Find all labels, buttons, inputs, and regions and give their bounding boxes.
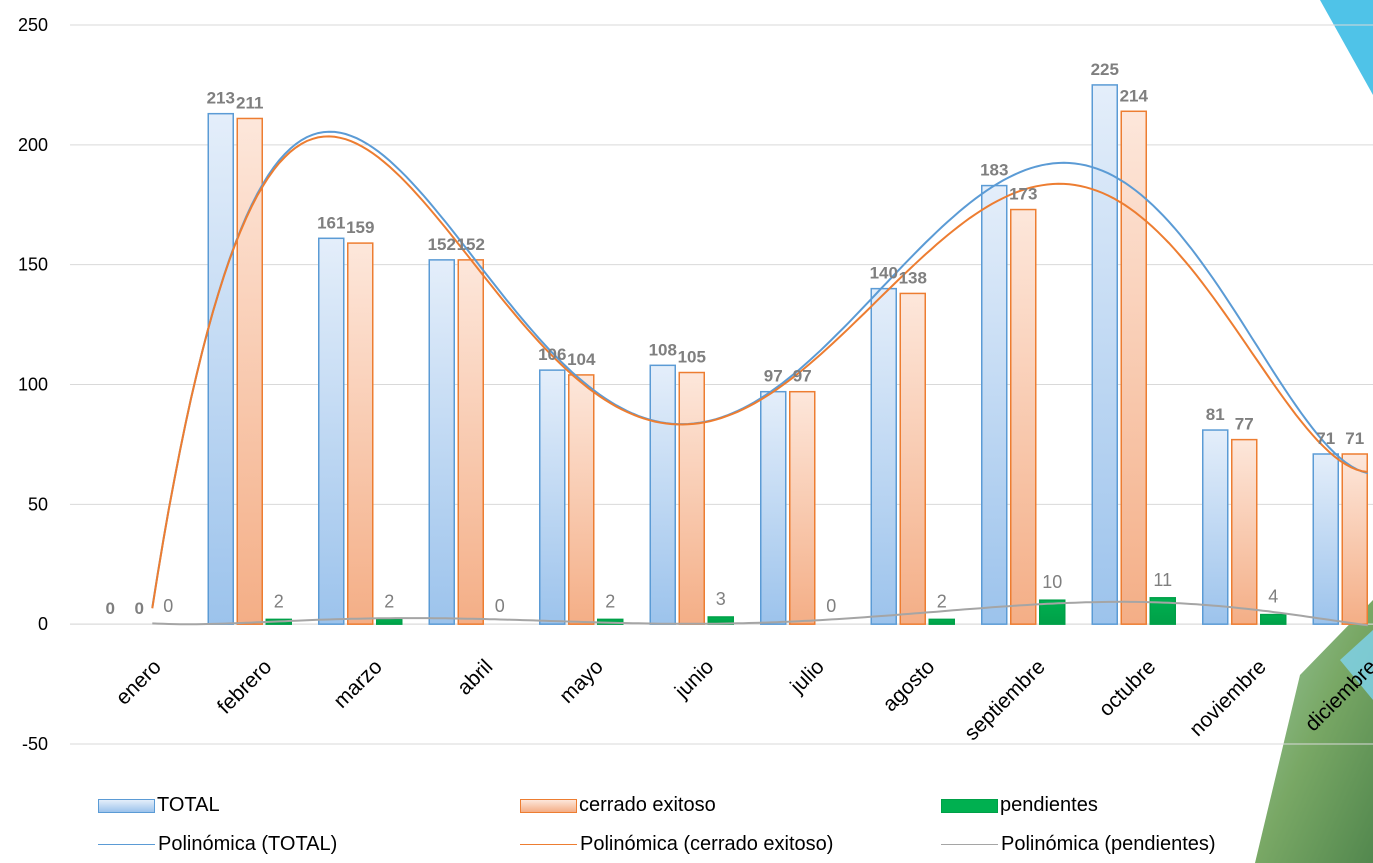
bar-total [207, 112, 234, 625]
data-label-cerrado-exitoso: 97 [793, 367, 812, 386]
y-tick-label: -50 [22, 734, 48, 754]
x-axis-ticks: enero febrero marzo abril mayo junio julio agos… [112, 655, 1373, 745]
bar-cerrado-exitoso [678, 371, 705, 625]
trendline-cerrado-exitoso [151, 135, 1368, 609]
data-label-total: 183 [980, 161, 1008, 180]
bars [207, 84, 1368, 625]
y-axis-ticks: 250 200 150 100 50 0 -50 [18, 15, 48, 754]
bar-total [981, 184, 1008, 625]
bar-total [428, 259, 455, 625]
bar-pendientes [1260, 613, 1287, 625]
bar-total [1312, 453, 1339, 625]
bar-cerrado-exitoso [1341, 453, 1368, 625]
bar-cerrado-exitoso [568, 374, 595, 625]
bar-total [649, 364, 676, 625]
data-label-cerrado-exitoso: 0 [135, 599, 144, 618]
data-label-pendientes: 10 [1042, 572, 1062, 592]
x-tick-label: octubre [1094, 655, 1160, 721]
x-tick-label: septiembre [960, 655, 1050, 745]
y-tick-label: 250 [18, 15, 48, 35]
x-tick-label: enero [112, 655, 166, 709]
bar-cerrado-exitoso [236, 117, 263, 625]
bar-total [539, 369, 566, 625]
data-label-total: 0 [106, 599, 115, 618]
data-label-pendientes: 11 [1153, 570, 1172, 590]
data-label-total: 71 [1316, 429, 1335, 448]
data-label-cerrado-exitoso: 71 [1345, 429, 1364, 448]
bar-cerrado-exitoso [789, 390, 816, 625]
background-decoration [1255, 0, 1373, 863]
data-label-total: 213 [207, 89, 235, 108]
bar-cerrado-exitoso [899, 292, 926, 625]
y-tick-label: 50 [28, 494, 48, 514]
bar-cerrado-exitoso [1231, 438, 1258, 625]
decor-triangle-top [1320, 0, 1373, 95]
bar-total [870, 287, 897, 625]
data-label-total: 108 [649, 340, 677, 359]
trendline-total [151, 130, 1369, 608]
bar-total [1202, 429, 1229, 625]
data-label-pendientes: 0 [495, 596, 505, 616]
bar-pendientes [376, 618, 403, 625]
y-tick-label: 150 [18, 255, 48, 275]
data-label-pendientes: 3 [716, 589, 726, 609]
data-label-pendientes: 2 [937, 591, 947, 611]
bar-pendientes [1039, 599, 1066, 625]
x-tick-label: agosto [878, 655, 939, 716]
data-label-pendientes: 0 [163, 596, 173, 616]
data-label-total: 152 [428, 235, 456, 254]
bar-cerrado-exitoso [1010, 208, 1037, 625]
y-tick-label: 0 [38, 614, 48, 634]
y-tick-label: 100 [18, 375, 48, 395]
data-label-cerrado-exitoso: 77 [1235, 415, 1254, 434]
x-tick-label: febrero [213, 655, 276, 718]
data-label-total: 140 [870, 264, 898, 283]
data-label-cerrado-exitoso: 211 [236, 93, 263, 112]
data-label-total: 97 [764, 367, 783, 386]
x-tick-label: junio [670, 655, 718, 703]
x-tick-label: marzo [329, 655, 387, 713]
bar-pendientes [928, 618, 955, 625]
data-label-cerrado-exitoso: 173 [1009, 185, 1037, 204]
x-tick-label: noviembre [1185, 655, 1271, 741]
bar-total [318, 237, 345, 625]
data-label-total: 225 [1091, 60, 1119, 79]
gridlines [70, 24, 1373, 745]
bar-cerrado-exitoso [347, 242, 374, 625]
data-label-cerrado-exitoso: 159 [346, 218, 374, 237]
trendline-pendientes [152, 600, 1368, 627]
data-label-pendientes: 2 [605, 591, 615, 611]
data-label-cerrado-exitoso: 214 [1120, 86, 1149, 105]
data-label-cerrado-exitoso: 138 [899, 268, 927, 287]
bar-cerrado-exitoso [457, 259, 484, 625]
trendlines [151, 130, 1369, 627]
data-label-pendientes: 4 [1268, 587, 1278, 607]
data-label-pendientes: 0 [826, 596, 836, 616]
bar-total [760, 390, 787, 625]
data-label-pendientes: 2 [274, 591, 284, 611]
data-label-cerrado-exitoso: 152 [457, 235, 485, 254]
x-tick-label: julio [785, 655, 828, 698]
decor-sky [1340, 630, 1373, 700]
data-label-total: 81 [1206, 405, 1225, 424]
x-tick-label: mayo [555, 655, 608, 708]
data-label-cerrado-exitoso: 104 [567, 350, 596, 369]
bar-total [1091, 84, 1118, 625]
data-label-total: 161 [317, 213, 345, 232]
x-tick-label: abril [453, 655, 497, 699]
decor-landscape [1255, 600, 1373, 863]
data-label-total: 106 [538, 345, 566, 364]
y-tick-label: 200 [18, 135, 48, 155]
data-label-pendientes: 2 [384, 591, 394, 611]
data-label-cerrado-exitoso: 105 [678, 348, 706, 367]
